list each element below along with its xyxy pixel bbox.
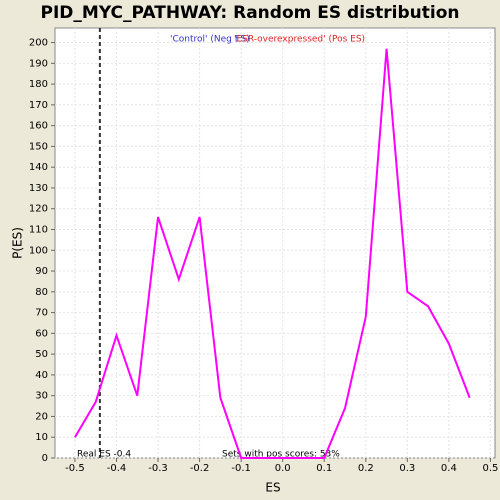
x-tick-label: -0.1 — [231, 463, 251, 474]
x-tick-label: 0.5 — [482, 463, 498, 474]
x-tick-label: 0.0 — [275, 463, 291, 474]
pos-scores-text: Sets with pos scores: 53% — [222, 450, 340, 460]
y-tick-label: 100 — [29, 245, 48, 256]
y-tick-label: 70 — [35, 308, 48, 319]
chart-title: PID_MYC_PATHWAY: Random ES distribution — [41, 3, 460, 23]
y-tick-label: 180 — [29, 79, 48, 90]
y-tick-label: 60 — [35, 328, 48, 339]
x-tick-label: -0.4 — [107, 463, 127, 474]
y-tick-label: 110 — [29, 224, 48, 235]
real-es-label: Real ES -0.4 — [77, 450, 131, 460]
y-tick-label: 160 — [29, 121, 48, 132]
x-tick-label: -0.5 — [65, 463, 85, 474]
line-series — [74, 48, 471, 459]
y-tick-label: 120 — [29, 204, 48, 215]
y-tick-label: 140 — [29, 162, 48, 173]
legend-text: 'Control' (Neg ES) — [170, 35, 250, 45]
y-axis-label: P(ES) — [11, 227, 25, 259]
y-tick-label: 0 — [42, 453, 48, 464]
y-tick-label: 150 — [29, 141, 48, 152]
y-tick-label: 20 — [35, 411, 48, 422]
y-tick-label: 30 — [35, 391, 48, 402]
y-tick-label: 170 — [29, 100, 48, 111]
y-tick-label: 40 — [35, 370, 48, 381]
x-tick-label: 0.2 — [358, 463, 374, 474]
y-tick-label: 80 — [35, 287, 48, 298]
y-tick-label: 10 — [35, 432, 48, 443]
y-tick-label: 50 — [35, 349, 48, 360]
x-tick-label: -0.3 — [148, 463, 168, 474]
legend-text: 'ESR-overexpressed' (Pos ES) — [234, 35, 365, 45]
plot-area — [54, 27, 496, 459]
x-tick-label: 0.3 — [399, 463, 415, 474]
y-tick-label: 190 — [29, 58, 48, 69]
y-tick-label: 90 — [35, 266, 48, 277]
x-tick-label: -0.2 — [190, 463, 210, 474]
x-tick-label: 0.4 — [441, 463, 457, 474]
x-tick-label: 0.1 — [316, 463, 332, 474]
x-axis-label: ES — [265, 481, 280, 495]
y-tick-label: 200 — [29, 38, 48, 49]
y-tick-label: 130 — [29, 183, 48, 194]
